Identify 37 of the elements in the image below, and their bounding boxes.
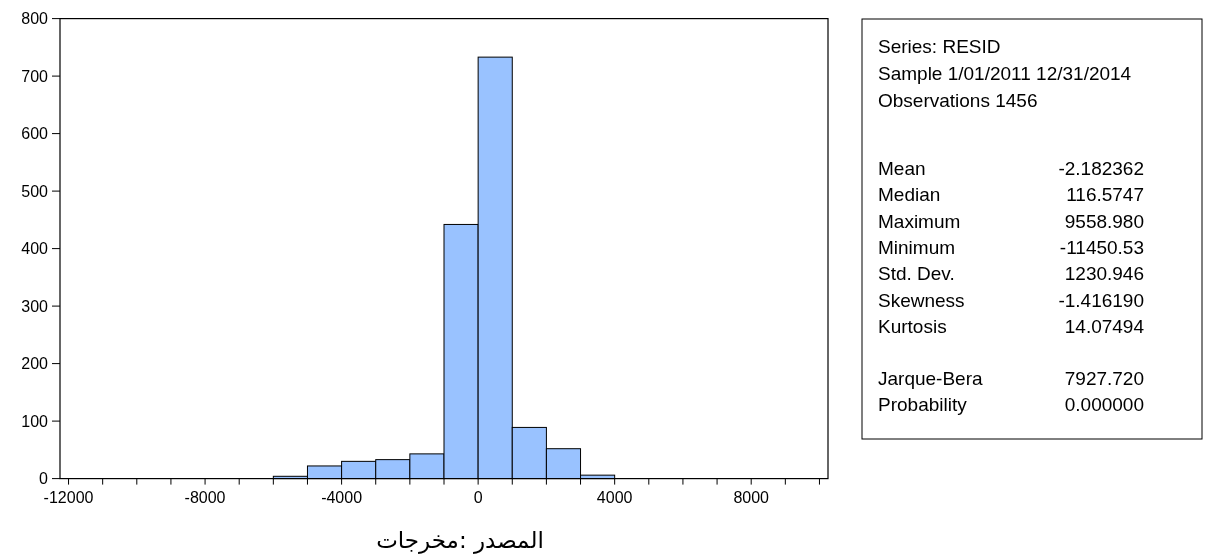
y-tick-label: 400 — [21, 240, 49, 258]
x-tick-label: 8000 — [733, 488, 770, 506]
text: Minimum — [878, 236, 956, 258]
y-tick-label: 800 — [21, 10, 49, 28]
text: Mean — [878, 158, 926, 179]
y-tick-label: 600 — [21, 125, 49, 143]
text: Maximum — [878, 210, 961, 232]
text: Std. Dev. — [878, 263, 955, 285]
y-tick-label: 500 — [21, 182, 49, 200]
x-tick-label: -12000 — [43, 488, 94, 506]
x-tick-label: -8000 — [184, 488, 226, 506]
text: 7927.720 — [1064, 368, 1144, 390]
text: -2.182362 — [1058, 158, 1144, 179]
y-tick-label: 700 — [21, 67, 49, 85]
text: 9558.980 — [1064, 210, 1144, 232]
text: 0.000000 — [1064, 394, 1144, 416]
text: المصدر :مخرجات — [376, 527, 544, 554]
y-tick-label: 200 — [21, 355, 49, 373]
text: 14.07494 — [1064, 315, 1145, 337]
text: 116.5747 — [1066, 184, 1144, 206]
y-tick-label: 300 — [21, 297, 49, 315]
text: -1.416190 — [1058, 289, 1144, 311]
text: Jarque-Bera — [878, 368, 983, 390]
text: Sample 1/01/2011 12/31/2014 — [878, 63, 1132, 84]
x-tick-label: -4000 — [321, 488, 363, 506]
text: 1230.946 — [1064, 263, 1144, 285]
x-tick-label: 4000 — [596, 488, 633, 506]
y-tick-label: 0 — [39, 470, 49, 488]
text: -11450.53 — [1059, 236, 1144, 258]
text: Series: RESID — [878, 36, 1001, 57]
y-tick-label: 100 — [21, 412, 49, 430]
text: Probability — [878, 394, 968, 416]
text: Kurtosis — [878, 315, 947, 337]
text: Skewness — [878, 289, 965, 311]
x-tick-label: 0 — [473, 488, 483, 506]
text: Median — [878, 184, 941, 206]
text: Observations 1456 — [878, 90, 1038, 111]
